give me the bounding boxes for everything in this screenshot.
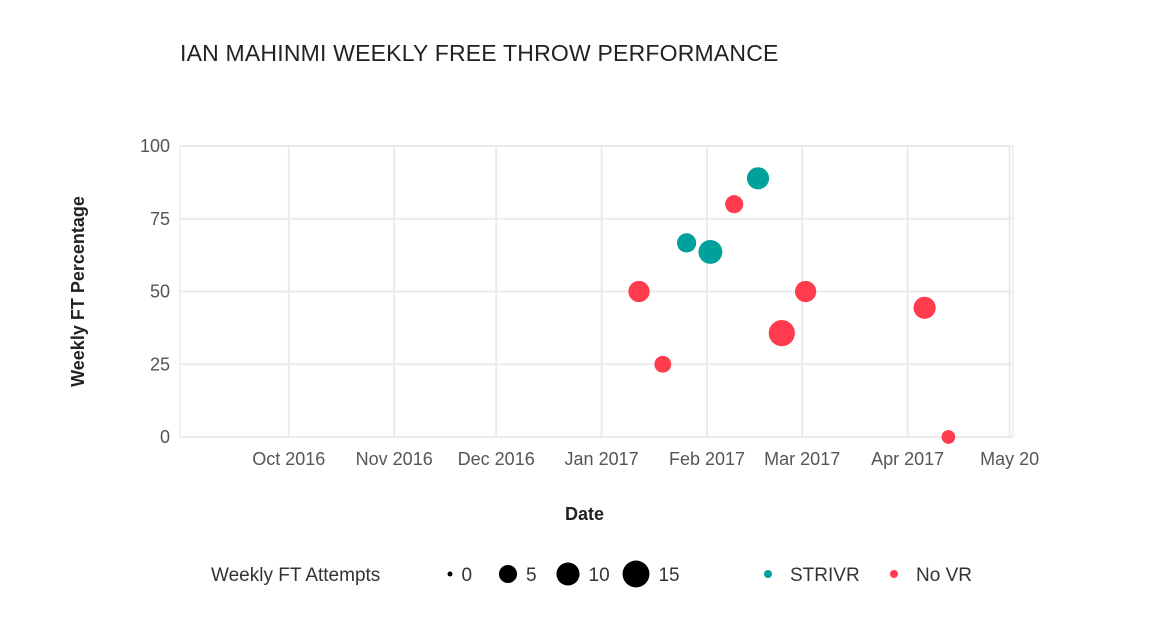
data-point: [725, 195, 744, 214]
data-point: [628, 280, 650, 303]
y-axis-label: Weekly FT Percentage: [68, 196, 88, 387]
size-legend-title: Weekly FT Attempts: [211, 565, 380, 586]
color-legend-dot: [764, 570, 772, 578]
size-legend-label: 10: [589, 565, 610, 586]
size-legend-dot: [447, 571, 453, 577]
x-tick-label: Mar 2017: [764, 449, 840, 469]
size-legend-label: 5: [526, 565, 537, 586]
data-point: [654, 355, 672, 373]
data-point: [794, 280, 817, 303]
color-legend-label: No VR: [916, 565, 972, 586]
data-point: [913, 296, 936, 319]
color-legend-dot: [890, 570, 898, 578]
size-legend-label: 15: [658, 565, 679, 586]
x-tick-label: Oct 2016: [252, 449, 325, 469]
x-tick-label: Apr 2017: [871, 449, 944, 469]
y-tick-label: 0: [160, 427, 170, 447]
data-point: [746, 167, 770, 190]
x-axis-label: Date: [565, 504, 604, 524]
size-legend-dot: [498, 564, 518, 584]
x-tick-label: Dec 2016: [458, 449, 535, 469]
data-point: [676, 233, 697, 253]
data-point: [768, 320, 795, 347]
y-tick-label: 100: [140, 136, 170, 156]
chart-title: IAN MAHINMI WEEKLY FREE THROW PERFORMANC…: [180, 40, 779, 66]
data-point: [698, 239, 723, 264]
size-legend-label: 0: [462, 565, 473, 586]
y-tick-label: 75: [150, 209, 170, 229]
data-point: [941, 430, 956, 444]
x-tick-label: Jan 2017: [565, 449, 639, 469]
x-tick-label: May 20: [980, 449, 1039, 469]
color-legend-label: STRIVR: [790, 565, 860, 586]
x-tick-label: Nov 2016: [356, 449, 433, 469]
size-legend-dot: [556, 562, 580, 586]
x-tick-label: Feb 2017: [669, 449, 745, 469]
y-tick-label: 25: [150, 354, 170, 374]
size-legend-dot: [622, 560, 650, 588]
y-tick-label: 50: [150, 282, 170, 302]
